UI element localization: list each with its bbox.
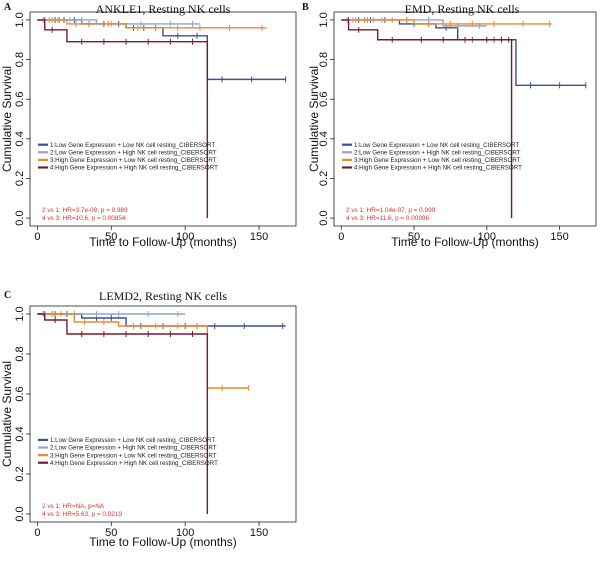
km-series-4	[37, 19, 209, 219]
y-tick-label: 1.0	[14, 12, 26, 27]
y-tick-label: 1.0	[14, 306, 26, 321]
y-tick-label: 0.6	[14, 92, 26, 107]
y-tick-label: 0.8	[14, 346, 26, 361]
y-tick-label: 0.8	[318, 52, 330, 67]
y-tick-label: 0.2	[318, 171, 330, 186]
km-series-1	[341, 16, 587, 89]
y-tick-label: 0.6	[14, 386, 26, 401]
x-tick-label: 50	[105, 231, 117, 243]
x-tick-label: 50	[105, 527, 117, 539]
panel-letter: B	[302, 2, 309, 13]
y-tick-label: 0.0	[14, 506, 26, 521]
y-tick-label: 1.0	[318, 12, 330, 27]
km-series-4	[341, 19, 513, 219]
survival-curve	[341, 19, 553, 25]
survival-curve	[37, 313, 209, 514]
y-axis-label: Cumulative Survival	[0, 66, 14, 172]
x-tick-label: 0	[34, 527, 40, 539]
x-tick-label: 100	[176, 527, 194, 539]
plot-frame	[29, 305, 297, 523]
x-tick-label: 100	[478, 231, 496, 243]
x-axis-label: Time to Follow-Up (months)	[391, 235, 539, 249]
y-tick-label: 0.4	[14, 131, 26, 146]
legend-label: 4:High Gene Expression + High NK cell re…	[50, 165, 218, 172]
legend-label: 3:High Gene Expression + Low NK cell res…	[50, 157, 217, 164]
legend-label: 4:High Gene Expression + High NK cell re…	[354, 165, 522, 172]
legend: 1:Low Gene Expression + Low NK cell rest…	[342, 142, 522, 172]
km-panel-b: B EMD, Resting NK cells 0 50 100 150 0.0 0.2 0.4…	[302, 2, 597, 249]
legend: 1:Low Gene Expression + Low NK cell rest…	[38, 142, 218, 172]
y-tick-label: 0.0	[14, 210, 26, 225]
y-tick-label: 0.6	[318, 92, 330, 107]
legend-label: 4:High Gene Expression + High NK cell re…	[50, 460, 218, 467]
x-tick-label: 50	[408, 231, 420, 243]
y-tick-label: 0.4	[14, 426, 26, 441]
x-tick-label: 100	[176, 231, 194, 243]
legend-label: 2:Low Gene Expression + High NK cell res…	[50, 149, 217, 156]
panel-letter: C	[4, 290, 11, 301]
x-tick-label: 150	[250, 231, 268, 243]
x-tick-label: 150	[550, 231, 568, 243]
hazard-ratio-stat: 4 vs 3: HR=11.6, p = 0.00996	[346, 215, 429, 222]
plot-frame	[29, 11, 297, 227]
x-tick-label: 0	[34, 231, 40, 243]
km-series-3	[37, 311, 250, 391]
hazard-ratio-stat: 4 vs 3: HR=10.6, p = 0.00854	[42, 215, 126, 222]
survival-curve	[37, 19, 267, 29]
km-panel-a: A ANKLE1, Resting NK cells 0 50 100 150 0.0 0.2…	[0, 2, 297, 249]
legend-label: 1:Low Gene Expression + Low NK cell rest…	[50, 142, 215, 149]
legend: 1:Low Gene Expression + Low NK cell rest…	[38, 437, 218, 467]
legend-label: 1:Low Gene Expression + Low NK cell rest…	[50, 437, 215, 444]
survival-curve	[37, 313, 249, 389]
hazard-ratio-stat: 4 vs 3: HR=5.63, p = 0.0219	[42, 511, 122, 518]
x-tick-label: 150	[250, 527, 268, 539]
legend-label: 2:Low Gene Expression + High NK cell res…	[50, 445, 217, 452]
km-series-1	[37, 16, 287, 83]
y-tick-label: 0.2	[14, 171, 26, 186]
survival-curve	[341, 19, 586, 87]
y-axis-label: Cumulative Survival	[307, 66, 321, 172]
panel-letter: A	[4, 2, 12, 13]
survival-curve	[37, 19, 286, 81]
legend-label: 1:Low Gene Expression + Low NK cell rest…	[354, 142, 519, 149]
x-axis-label: Time to Follow-Up (months)	[89, 535, 237, 549]
legend-label: 3:High Gene Expression + Low NK cell res…	[354, 157, 521, 164]
legend-label: 3:High Gene Expression + Low NK cell res…	[50, 452, 217, 459]
survival-curve	[341, 19, 513, 219]
chart-title: EMD, Resting NK cells	[405, 2, 520, 16]
y-axis-label: Cumulative Survival	[0, 361, 14, 467]
hazard-ratio-stat: 2 vs 1: HR=1.04e-07, p = 0.999	[346, 207, 436, 214]
survival-curve	[37, 19, 209, 219]
y-tick-label: 0.0	[318, 210, 330, 225]
y-tick-label: 0.4	[318, 131, 330, 146]
y-tick-label: 0.2	[14, 466, 26, 481]
chart-title: ANKLE1, Resting NK cells	[96, 2, 231, 16]
x-tick-label: 0	[338, 231, 344, 243]
legend-label: 2:Low Gene Expression + High NK cell res…	[354, 149, 521, 156]
hazard-ratio-stat: 2 vs 1: HR=3.7e-08, p = 0.989	[42, 207, 128, 214]
y-tick-label: 0.8	[14, 52, 26, 67]
km-series-4	[37, 313, 209, 514]
km-panel-c: C LEMD2, Resting NK cells 0 50 100 150 0.0 0.2 0…	[0, 289, 297, 549]
km-series-3	[341, 16, 553, 27]
hazard-ratio-stat: 2 vs 1: HR=NA, p=NA	[42, 503, 105, 510]
x-axis-label: Time to Follow-Up (months)	[89, 235, 237, 249]
plot-frame	[333, 11, 597, 227]
chart-title: LEMD2, Resting NK cells	[99, 289, 227, 303]
